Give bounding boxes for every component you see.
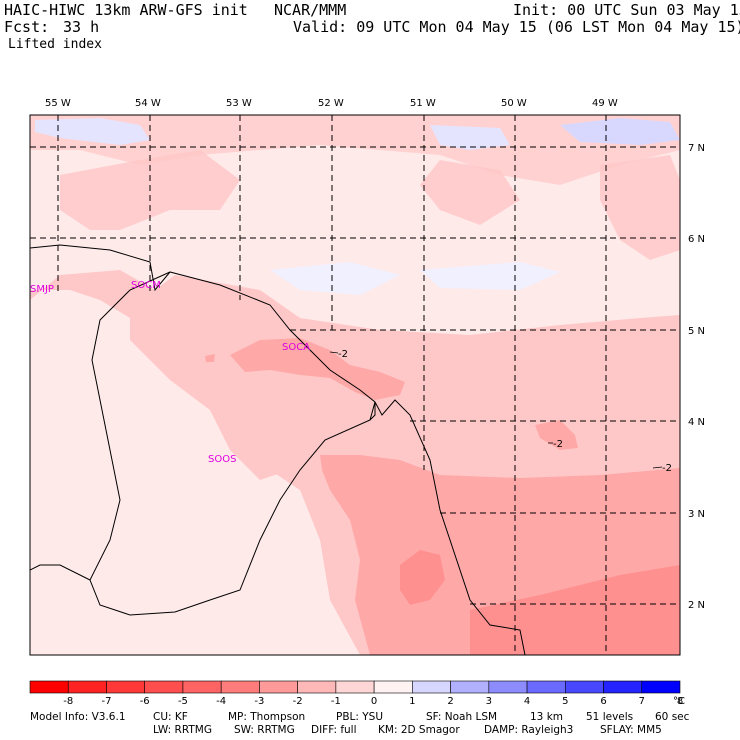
footer-levels: 51 levels: [586, 711, 634, 723]
lon-label: 52 W: [318, 98, 344, 109]
colorbar-swatch: [335, 680, 375, 694]
colorbar-unit: °C: [673, 696, 685, 707]
contour-label: -2: [338, 349, 348, 360]
fcst-label: Fcst:: [4, 18, 50, 36]
colorbar-tick-label: 7: [639, 696, 645, 707]
colorbar-tick-label: -2: [293, 696, 303, 707]
lon-label: 49 W: [592, 98, 618, 109]
colorbar-tick-label: -1: [331, 696, 341, 707]
colorbar: -8 -7 -6 -5 -4 -3 -2 -1 0 1 2 3 4 5 6 7 8: [29, 680, 683, 707]
shaded-field: [30, 115, 680, 655]
contour-label: -2: [553, 439, 563, 450]
colorbar-swatch: [106, 680, 146, 694]
field-name: Lifted index: [8, 37, 102, 52]
footer-diff: DIFF: full: [311, 724, 357, 736]
lat-label: 2 N: [688, 600, 705, 611]
footer-pbl: PBL: YSU: [336, 711, 384, 723]
footer-resolution: 13 km: [530, 711, 564, 723]
lat-label: 5 N: [688, 326, 705, 337]
lon-label: 51 W: [410, 98, 436, 109]
colorbar-swatch: [67, 680, 107, 694]
colorbar-tick-label: 4: [524, 696, 530, 707]
contour-label: -2: [662, 463, 672, 474]
station-label: SMJP: [30, 284, 54, 295]
colorbar-swatch: [144, 680, 184, 694]
footer-timestep: 60 sec: [655, 711, 690, 723]
colorbar-swatch: [641, 680, 681, 694]
colorbar-swatch: [603, 680, 643, 694]
footer-mp: MP: Thompson: [228, 711, 306, 723]
footer-model-info: Model Info: V3.6.1: [30, 711, 126, 723]
lon-label: 53 W: [226, 98, 252, 109]
colorbar-tick-label: 2: [447, 696, 453, 707]
station-label: SOCM: [131, 280, 161, 291]
coastlines: [30, 244, 526, 655]
lon-label: 54 W: [135, 98, 161, 109]
map-frame: [29, 114, 681, 656]
colorbar-tick-label: 0: [371, 696, 377, 707]
colorbar-tick-label: 8: [677, 696, 683, 707]
colorbar-tick-label: 3: [486, 696, 492, 707]
colorbar-swatch: [373, 680, 413, 694]
colorbar-swatch: [297, 680, 337, 694]
model-title: HAIC-HIWC 13km ARW-GFS init: [4, 1, 248, 19]
lat-label: 3 N: [688, 509, 705, 520]
colorbar-tick-label: -5: [178, 696, 188, 707]
contour-lines: [329, 351, 663, 469]
lat-label: 4 N: [688, 417, 705, 428]
footer-sflay: SFLAY: MM5: [600, 724, 662, 736]
footer-lw: LW: RRTMG: [153, 724, 212, 736]
footer-km: KM: 2D Smagor: [378, 724, 460, 736]
colorbar-swatch: [259, 680, 298, 694]
colorbar-swatch: [182, 680, 222, 694]
footer-sw: SW: RRTMG: [234, 724, 295, 736]
init-time: Init: 00 UTC Sun 03 May 15: [513, 1, 740, 19]
lat-label: 7 N: [688, 143, 705, 154]
colorbar-tick-label: 1: [409, 696, 415, 707]
colorbar-swatch: [412, 680, 451, 694]
colorbar-tick-label: -4: [216, 696, 226, 707]
lon-label: 50 W: [501, 98, 527, 109]
footer-damp: DAMP: Rayleigh3: [484, 724, 574, 736]
lat-label: 6 N: [688, 234, 705, 245]
fcst-value: 33 h: [63, 18, 100, 36]
colorbar-swatch: [488, 680, 528, 694]
colorbar-tick-label: -6: [140, 696, 150, 707]
colorbar-swatch: [526, 680, 566, 694]
colorbar-tick-label: 5: [562, 696, 568, 707]
valid-time: Valid: 09 UTC Mon 04 May 15 (06 LST Mon …: [293, 18, 740, 36]
latlon-grid: [30, 115, 680, 655]
colorbar-swatch: [220, 680, 260, 694]
colorbar-swatch: [450, 680, 490, 694]
colorbar-tick-label: -3: [254, 696, 264, 707]
colorbar-swatch: [564, 680, 604, 694]
colorbar-swatch: [29, 680, 69, 694]
footer-sf: SF: Noah LSM: [426, 711, 498, 723]
colorbar-tick-label: 6: [600, 696, 606, 707]
colorbar-tick-label: -7: [101, 696, 111, 707]
colorbar-tick-label: -8: [63, 696, 73, 707]
footer-cu: CU: KF: [153, 711, 188, 723]
station-label: SOOS: [208, 454, 236, 465]
station-label: SOCA: [282, 342, 310, 353]
org-label: NCAR/MMM: [274, 1, 347, 19]
lon-label: 55 W: [45, 98, 71, 109]
